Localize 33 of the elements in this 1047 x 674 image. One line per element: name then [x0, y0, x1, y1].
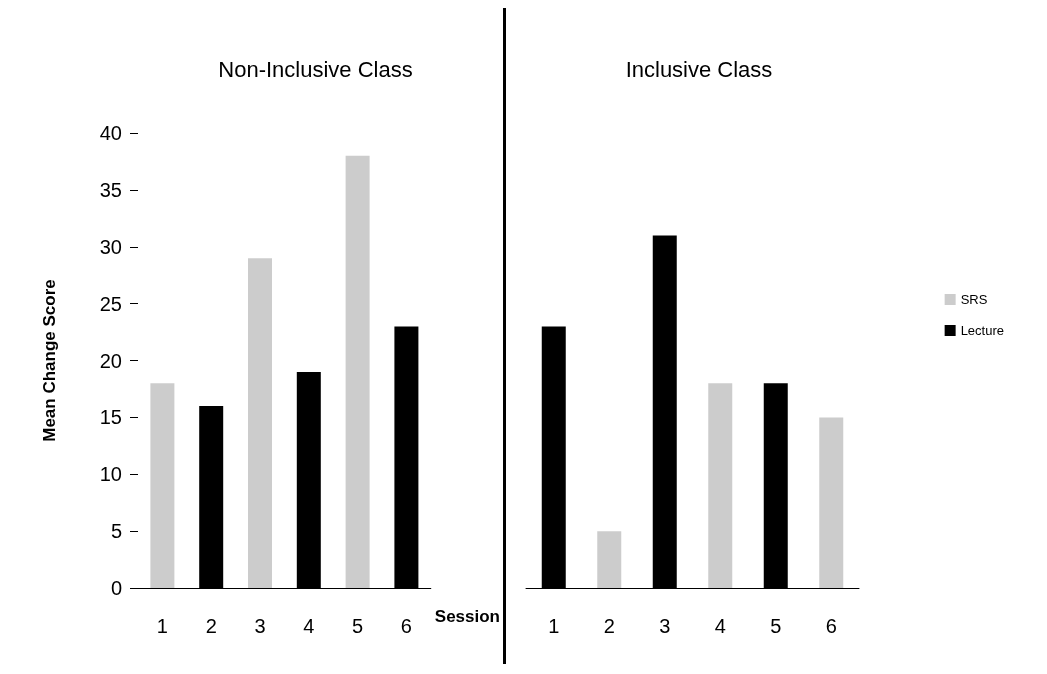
- y-tick-label: 35: [99, 178, 122, 201]
- y-tick-label: 0: [110, 577, 122, 599]
- bar: [708, 383, 733, 588]
- x-tick-label: 1: [156, 615, 168, 637]
- y-tick-label: 30: [99, 235, 122, 258]
- y-tick-label: 20: [99, 349, 122, 372]
- bar: [150, 383, 175, 588]
- y-tick-label: 40: [99, 122, 122, 144]
- chart-title: Inclusive Class: [625, 56, 773, 82]
- bar: [819, 417, 844, 588]
- x-axis-title: Session: [434, 607, 501, 626]
- chart-title: Non-Inclusive Class: [218, 56, 413, 82]
- x-tick-label: 5: [352, 615, 364, 637]
- x-tick-label: 2: [205, 615, 217, 637]
- bar: [248, 258, 272, 588]
- x-tick-label: 2: [603, 615, 615, 637]
- bar: [345, 155, 370, 588]
- x-tick-label: 4: [714, 615, 726, 637]
- y-tick-label: 5: [110, 520, 122, 543]
- bar: [597, 531, 622, 588]
- legend-label: SRS: [960, 292, 988, 307]
- y-tick-label: 15: [99, 406, 122, 429]
- y-axis-title: Mean Change Score: [40, 279, 59, 442]
- x-tick-label: 6: [400, 615, 412, 637]
- y-tick-label: 10: [99, 463, 122, 486]
- x-tick-label: 3: [659, 615, 671, 637]
- y-tick-label: 25: [99, 292, 122, 315]
- x-tick-label: 4: [303, 615, 315, 637]
- x-tick-label: 6: [825, 615, 837, 637]
- x-tick-label: 3: [254, 615, 266, 637]
- x-tick-label: 1: [548, 615, 560, 637]
- legend-label: Lecture: [960, 323, 1005, 338]
- x-tick-label: 5: [770, 615, 782, 637]
